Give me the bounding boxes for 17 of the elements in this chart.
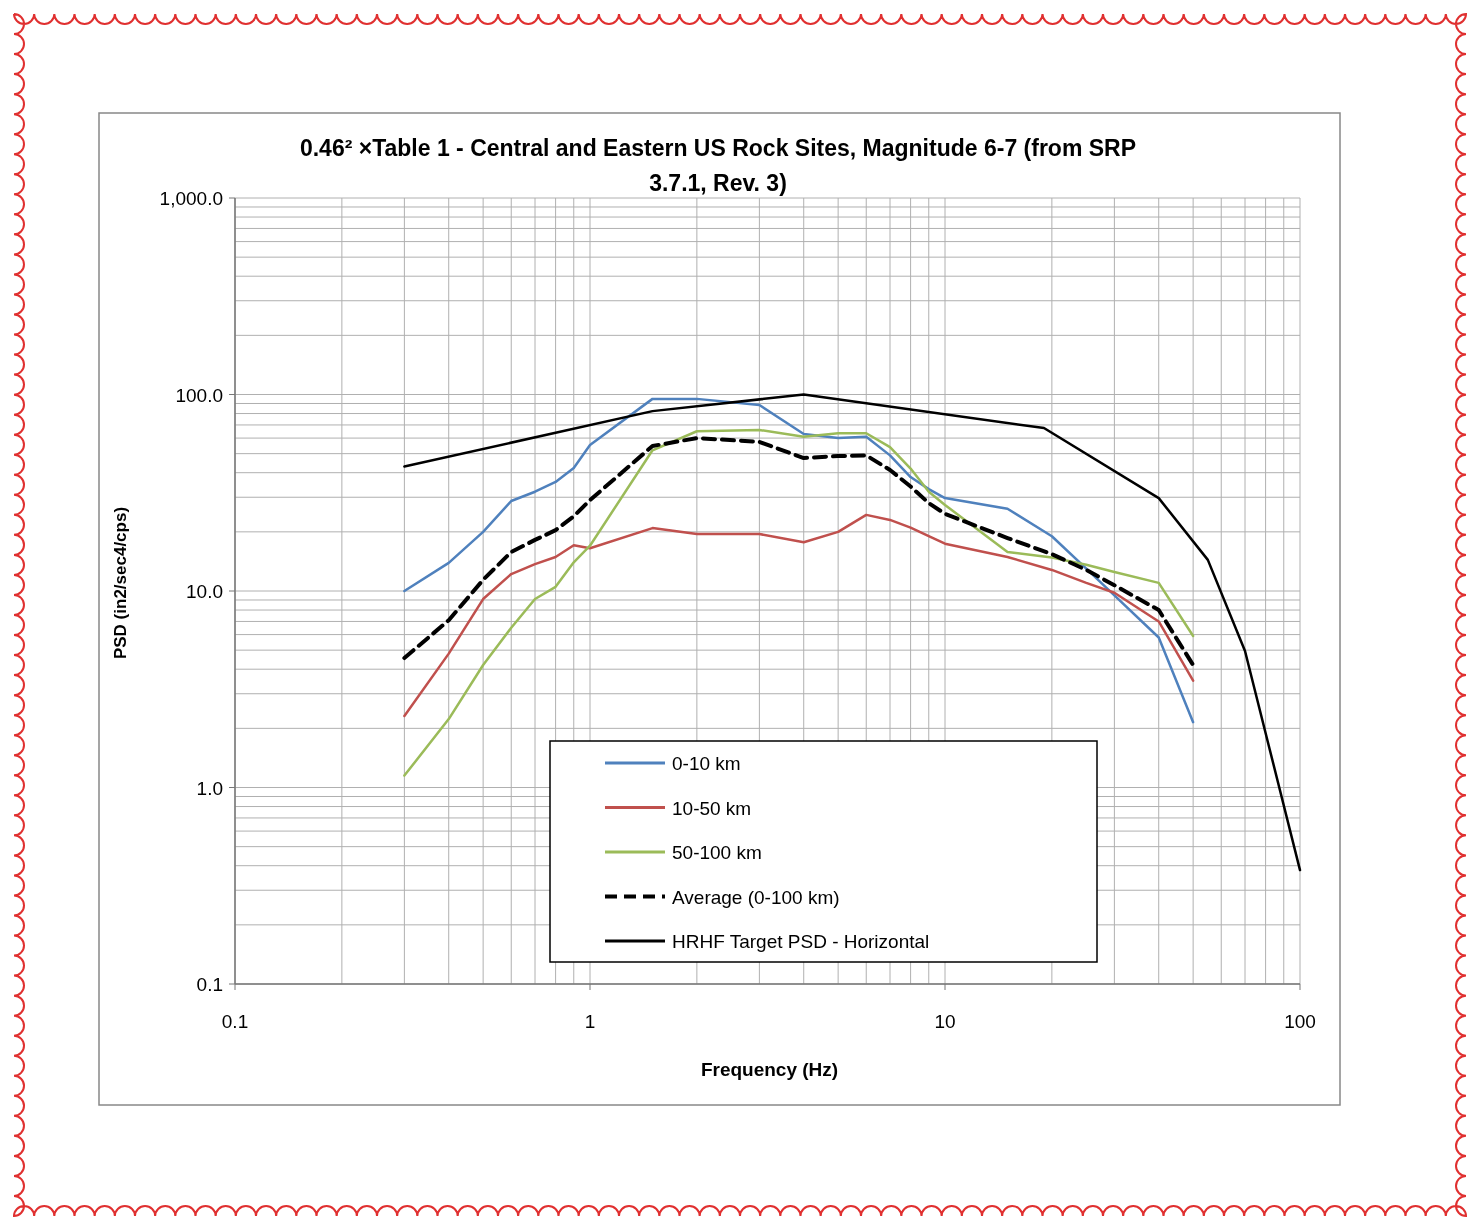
legend-label: 50-100 km	[672, 842, 762, 863]
y-tick-label: 1,000.0	[159, 188, 223, 209]
y-tick-label: 10.0	[186, 581, 223, 602]
legend-label: HRHF Target PSD - Horizontal	[672, 931, 930, 952]
legend-label: Average (0-100 km)	[672, 886, 840, 908]
legend-label: 0-10 km	[672, 753, 741, 774]
x-tick-label: 100	[1284, 1011, 1316, 1032]
y-axis-title: PSD (in2/sec4/cps)	[111, 506, 130, 660]
x-tick-label: 0.1	[221, 1011, 249, 1032]
y-tick-label: 1.0	[196, 777, 223, 799]
y-tick-label: 0.1	[196, 974, 223, 995]
x-tick-label: 10	[934, 1011, 956, 1032]
legend-label: 10-50 km	[672, 797, 752, 819]
y-tick-label: 100.0	[175, 384, 223, 406]
chart-title: 0.46² ×Table 1 - Central and Eastern US Rock Sites, Magnitude 6-7 (from SRP 3.7.1, Rev. 3)	[299, 135, 1137, 196]
x-tick-label: 1	[584, 1011, 596, 1032]
x-axis-title: Frequency (Hz)	[700, 1059, 839, 1080]
